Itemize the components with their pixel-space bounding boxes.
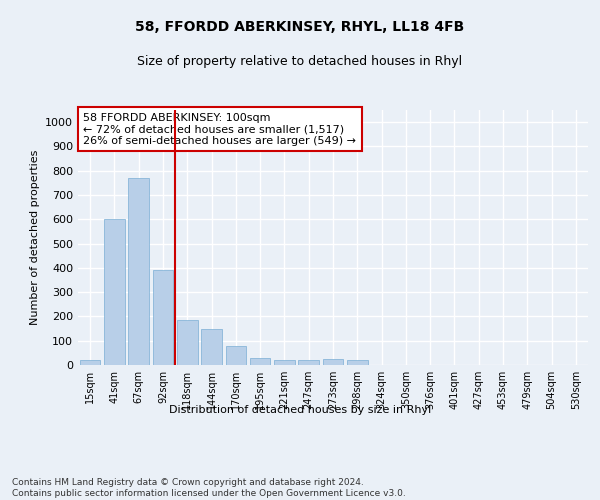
Bar	[201, 328, 222, 365]
Bar	[104, 220, 125, 365]
Bar	[226, 346, 246, 365]
Text: Contains HM Land Registry data © Crown copyright and database right 2024.
Contai: Contains HM Land Registry data © Crown c…	[12, 478, 406, 498]
Bar	[80, 360, 100, 365]
Text: 58 FFORDD ABERKINSEY: 100sqm
← 72% of detached houses are smaller (1,517)
26% of: 58 FFORDD ABERKINSEY: 100sqm ← 72% of de…	[83, 112, 356, 146]
Y-axis label: Number of detached properties: Number of detached properties	[29, 150, 40, 325]
Bar	[274, 360, 295, 365]
Text: 58, FFORDD ABERKINSEY, RHYL, LL18 4FB: 58, FFORDD ABERKINSEY, RHYL, LL18 4FB	[136, 20, 464, 34]
Bar	[347, 360, 368, 365]
Bar	[298, 360, 319, 365]
Text: Distribution of detached houses by size in Rhyl: Distribution of detached houses by size …	[169, 405, 431, 415]
Bar	[250, 358, 271, 365]
Bar	[128, 178, 149, 365]
Bar	[152, 270, 173, 365]
Bar	[177, 320, 197, 365]
Bar	[323, 359, 343, 365]
Text: Size of property relative to detached houses in Rhyl: Size of property relative to detached ho…	[137, 55, 463, 68]
